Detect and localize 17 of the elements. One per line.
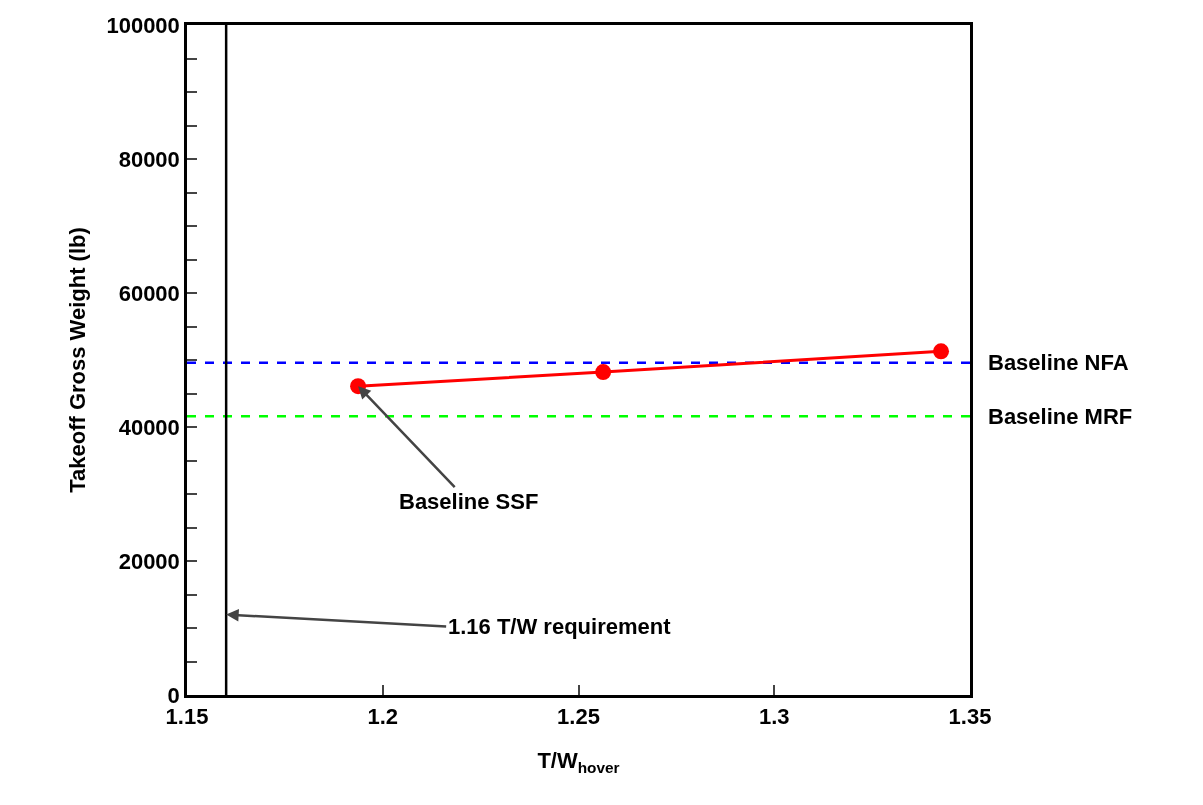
ref-line-label: 1.16 T/W requirement <box>448 614 672 639</box>
x-tick-label: 1.2 <box>367 704 399 730</box>
annotation: Baseline SSF <box>399 489 539 514</box>
y-tick-label: 20000 <box>118 548 180 574</box>
x-tick-label: 1.3 <box>758 704 790 730</box>
x-tick-label: 1.35 <box>948 704 992 730</box>
y-tick-label: 100000 <box>106 12 180 38</box>
point <box>595 364 612 381</box>
y-tick-label: 40000 <box>118 414 180 440</box>
y-tick-label: 60000 <box>118 280 180 306</box>
x-tick-label: 1.25 <box>557 704 600 730</box>
y-axis-title: Takeoff Gross Weight (lb) <box>65 227 91 493</box>
y-tick-label: 80000 <box>118 146 180 172</box>
ref-line-label: Baseline MRF <box>988 404 1133 429</box>
ref-line-label: Baseline NFA <box>988 350 1129 375</box>
point <box>933 343 950 360</box>
x-axis-title: T/W$_{hover}$ <box>537 748 620 776</box>
